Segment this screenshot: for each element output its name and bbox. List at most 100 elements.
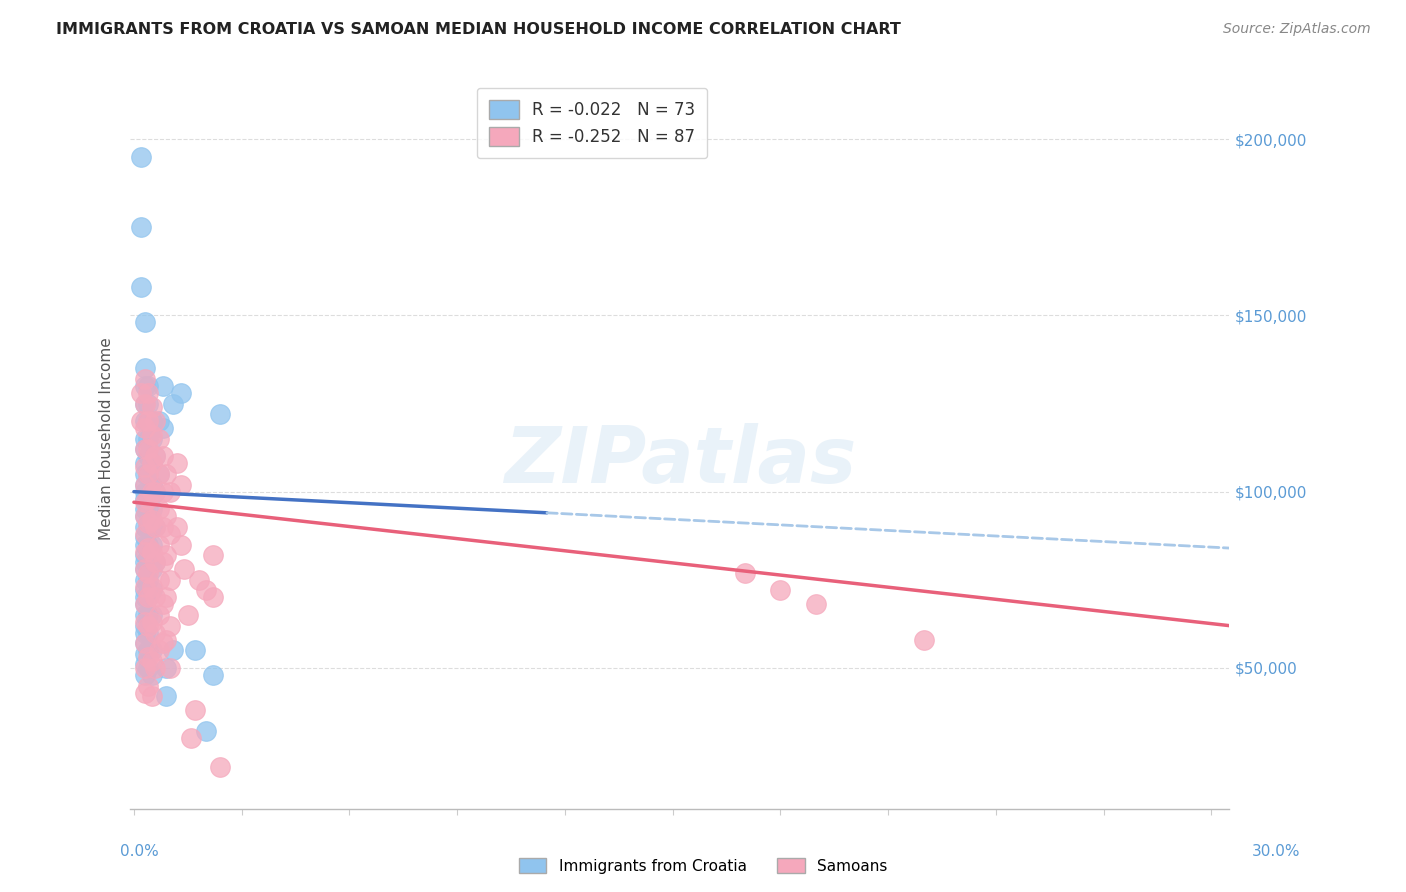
Point <box>141 615 163 629</box>
Point <box>136 491 159 506</box>
Point <box>162 396 184 410</box>
Point <box>134 686 156 700</box>
Point <box>134 414 156 428</box>
Point <box>136 618 159 632</box>
Point <box>145 484 167 499</box>
Point <box>152 636 174 650</box>
Point <box>134 502 156 516</box>
Point <box>134 548 156 562</box>
Point <box>134 491 156 506</box>
Point <box>134 555 156 569</box>
Point <box>136 643 159 657</box>
Point <box>177 608 200 623</box>
Point <box>145 625 167 640</box>
Point <box>141 457 163 471</box>
Point <box>194 724 217 739</box>
Point <box>141 513 163 527</box>
Point <box>136 502 159 516</box>
Point <box>134 495 156 509</box>
Point <box>134 520 156 534</box>
Point <box>136 573 159 587</box>
Point <box>145 591 167 605</box>
Point <box>155 632 177 647</box>
Point <box>806 598 828 612</box>
Point <box>141 457 163 471</box>
Point <box>134 477 156 491</box>
Point <box>155 548 177 562</box>
Point <box>152 520 174 534</box>
Point <box>169 477 191 491</box>
Point <box>134 636 156 650</box>
Point <box>152 421 174 435</box>
Point <box>134 396 156 410</box>
Point <box>148 467 170 481</box>
Point <box>145 520 167 534</box>
Point <box>769 583 792 598</box>
Point <box>136 396 159 410</box>
Point <box>159 527 181 541</box>
Point <box>136 467 159 481</box>
Point <box>141 502 163 516</box>
Point <box>134 608 156 623</box>
Point <box>169 385 191 400</box>
Legend: R = -0.022   N = 73, R = -0.252   N = 87: R = -0.022 N = 73, R = -0.252 N = 87 <box>477 88 707 158</box>
Point <box>184 703 207 717</box>
Point <box>145 484 167 499</box>
Point <box>129 150 152 164</box>
Point <box>148 537 170 551</box>
Point <box>148 432 170 446</box>
Point <box>912 632 935 647</box>
Point <box>141 477 163 491</box>
Text: Source: ZipAtlas.com: Source: ZipAtlas.com <box>1223 22 1371 37</box>
Point <box>136 442 159 457</box>
Point <box>194 583 217 598</box>
Point <box>136 537 159 551</box>
Point <box>159 484 181 499</box>
Point <box>134 467 156 481</box>
Text: IMMIGRANTS FROM CROATIA VS SAMOAN MEDIAN HOUSEHOLD INCOME CORRELATION CHART: IMMIGRANTS FROM CROATIA VS SAMOAN MEDIAN… <box>56 22 901 37</box>
Point <box>134 580 156 594</box>
Point <box>141 689 163 703</box>
Point <box>159 661 181 675</box>
Point <box>180 731 202 746</box>
Point <box>134 657 156 672</box>
Point <box>134 315 156 329</box>
Point <box>155 509 177 524</box>
Point <box>148 414 170 428</box>
Point <box>141 643 163 657</box>
Point <box>134 562 156 576</box>
Point <box>134 361 156 376</box>
Point <box>136 385 159 400</box>
Point <box>152 450 174 464</box>
Text: ZIPatlas: ZIPatlas <box>503 423 856 499</box>
Point <box>134 668 156 682</box>
Point <box>173 562 195 576</box>
Point <box>155 661 177 675</box>
Point <box>152 555 174 569</box>
Point <box>134 544 156 558</box>
Point <box>145 414 167 428</box>
Point <box>134 625 156 640</box>
Point <box>201 548 224 562</box>
Point <box>141 414 163 428</box>
Point <box>184 643 207 657</box>
Point <box>209 760 232 774</box>
Point <box>134 615 156 629</box>
Point <box>155 689 177 703</box>
Point <box>141 432 163 446</box>
Point <box>136 432 159 446</box>
Point <box>134 598 156 612</box>
Point <box>134 537 156 551</box>
Point <box>136 679 159 693</box>
Point <box>134 527 156 541</box>
Point <box>134 442 156 457</box>
Point <box>134 457 156 471</box>
Point <box>134 396 156 410</box>
Point <box>134 509 156 524</box>
Point <box>148 502 170 516</box>
Point <box>136 591 159 605</box>
Point <box>129 280 152 294</box>
Point <box>134 372 156 386</box>
Point <box>201 668 224 682</box>
Legend: Immigrants from Croatia, Samoans: Immigrants from Croatia, Samoans <box>513 852 893 880</box>
